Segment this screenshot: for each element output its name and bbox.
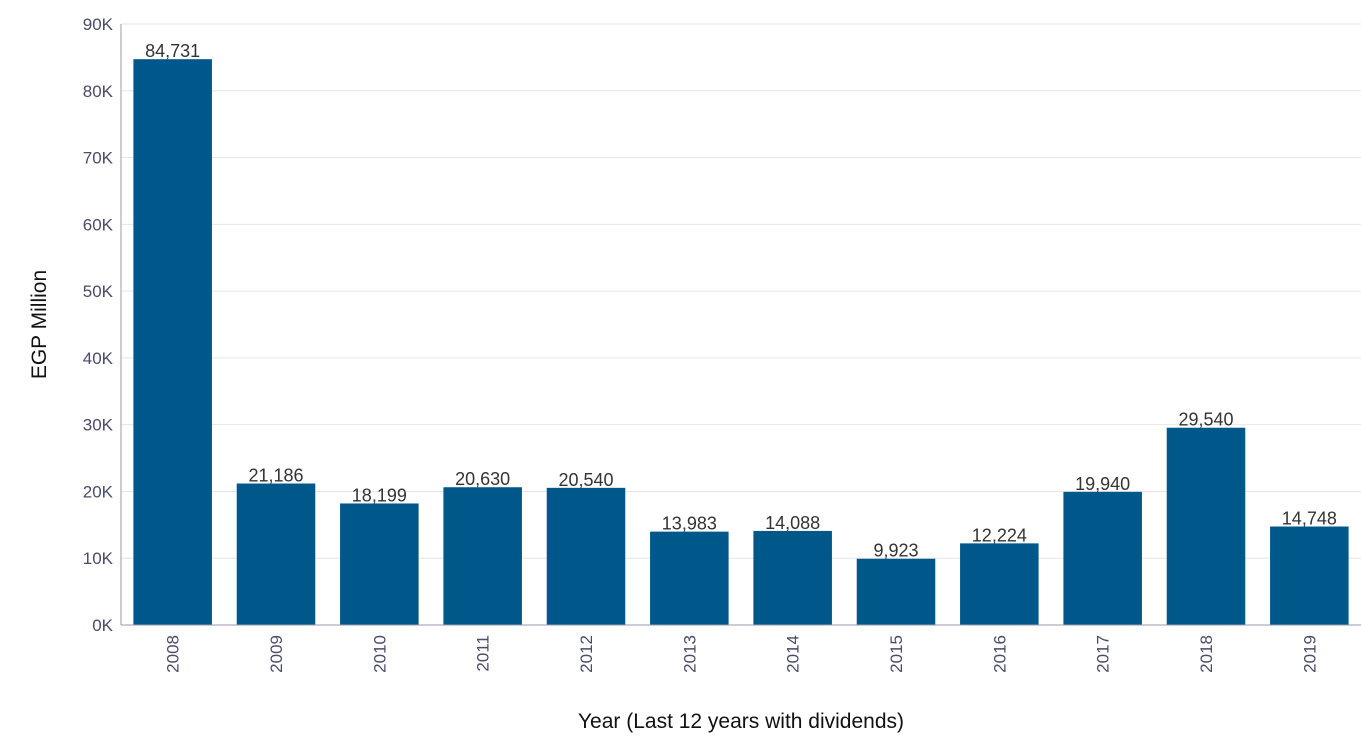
data-label: 19,940 <box>1075 474 1130 494</box>
bar <box>856 558 936 625</box>
x-axis-ticks: 2008 2009 2010 2011 2012 2013 2014 2015 2016 2017… <box>164 635 1320 673</box>
data-label: 20,630 <box>455 469 510 489</box>
data-label: 14,748 <box>1282 509 1337 529</box>
y-axis-ticks: 0K 10K 20K 30K 40K 50K 60K 70K 80K 90K <box>83 15 114 635</box>
bar <box>650 531 729 625</box>
x-tick-label: 2013 <box>680 635 699 673</box>
bar <box>753 530 832 625</box>
bar <box>236 483 316 625</box>
y-tick-label: 0K <box>92 616 113 635</box>
bar <box>133 59 212 626</box>
x-axis-title: Year (Last 12 years with dividends) <box>578 710 904 733</box>
data-label: 14,088 <box>765 513 820 533</box>
x-tick-label: 2010 <box>370 635 389 673</box>
data-label: 20,540 <box>558 470 613 490</box>
data-label: 12,224 <box>972 525 1027 545</box>
y-tick-label: 50K <box>83 282 114 301</box>
x-tick-label: 2019 <box>1300 635 1319 673</box>
y-tick-label: 60K <box>83 215 114 234</box>
data-label: 21,186 <box>248 466 303 486</box>
x-tick-label: 2011 <box>474 635 493 672</box>
bar <box>546 487 626 625</box>
x-tick-label: 2009 <box>267 635 286 673</box>
y-tick-label: 30K <box>83 416 114 435</box>
data-label: 84,731 <box>145 41 200 61</box>
bar <box>443 487 522 625</box>
y-tick-label: 70K <box>83 149 114 168</box>
y-tick-label: 20K <box>83 482 114 501</box>
y-axis-title: EGP Million <box>28 270 51 379</box>
bar <box>1063 491 1142 625</box>
x-tick-label: 2014 <box>784 635 803 673</box>
data-label: 29,540 <box>1178 410 1233 430</box>
x-tick-label: 2016 <box>990 635 1009 673</box>
x-tick-label: 2012 <box>577 635 596 673</box>
x-tick-label: 2015 <box>887 635 906 673</box>
bar <box>1166 427 1246 625</box>
x-tick-label: 2017 <box>1094 635 1113 673</box>
x-tick-label: 2008 <box>164 635 183 673</box>
bars <box>133 59 1349 626</box>
y-tick-label: 10K <box>83 549 114 568</box>
x-tick-label: 2018 <box>1197 635 1216 673</box>
data-labels: 84,731 21,186 18,199 20,630 20,540 13,983 14,0… <box>145 41 1337 561</box>
bar <box>1270 526 1349 625</box>
data-label: 9,923 <box>873 541 918 561</box>
y-tick-label: 80K <box>83 82 114 101</box>
y-tick-label: 90K <box>83 15 114 34</box>
data-label: 18,199 <box>352 485 407 505</box>
gridlines <box>121 23 1361 559</box>
bar <box>960 543 1039 625</box>
bar <box>340 503 419 625</box>
data-label: 13,983 <box>662 514 717 534</box>
y-tick-label: 40K <box>83 349 114 368</box>
